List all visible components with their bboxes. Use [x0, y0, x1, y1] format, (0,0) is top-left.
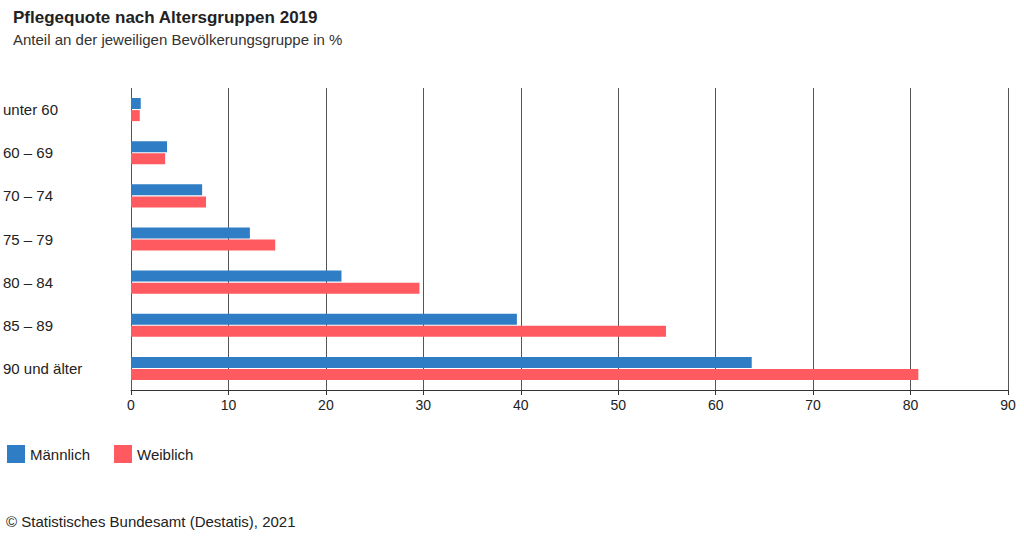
svg-text:70: 70 — [805, 397, 821, 413]
svg-text:Anteil an der jeweiligen Bevöl: Anteil an der jeweiligen Bevölkerungsgru… — [13, 31, 342, 48]
svg-text:50: 50 — [610, 397, 626, 413]
svg-text:90: 90 — [1000, 397, 1016, 413]
svg-text:Weiblich: Weiblich — [137, 446, 193, 463]
svg-text:0: 0 — [127, 397, 135, 413]
svg-text:60 – 69: 60 – 69 — [3, 144, 53, 161]
svg-text:Männlich: Männlich — [30, 446, 90, 463]
svg-text:85 – 89: 85 – 89 — [3, 317, 53, 334]
svg-text:75 – 79: 75 – 79 — [3, 231, 53, 248]
svg-text:unter 60: unter 60 — [3, 101, 58, 118]
svg-text:40: 40 — [513, 397, 529, 413]
svg-text:20: 20 — [318, 397, 334, 413]
svg-text:60: 60 — [708, 397, 724, 413]
svg-text:70 – 74: 70 – 74 — [3, 187, 53, 204]
svg-text:© Statistisches Bundesamt (Des: © Statistisches Bundesamt (Destatis), 20… — [6, 513, 296, 530]
svg-text:Pflegequote nach Altersgruppen: Pflegequote nach Altersgruppen 2019 — [13, 8, 318, 27]
svg-text:90 und älter: 90 und älter — [3, 360, 82, 377]
svg-text:30: 30 — [416, 397, 432, 413]
svg-text:80 – 84: 80 – 84 — [3, 274, 53, 291]
svg-text:80: 80 — [903, 397, 919, 413]
svg-text:10: 10 — [221, 397, 237, 413]
